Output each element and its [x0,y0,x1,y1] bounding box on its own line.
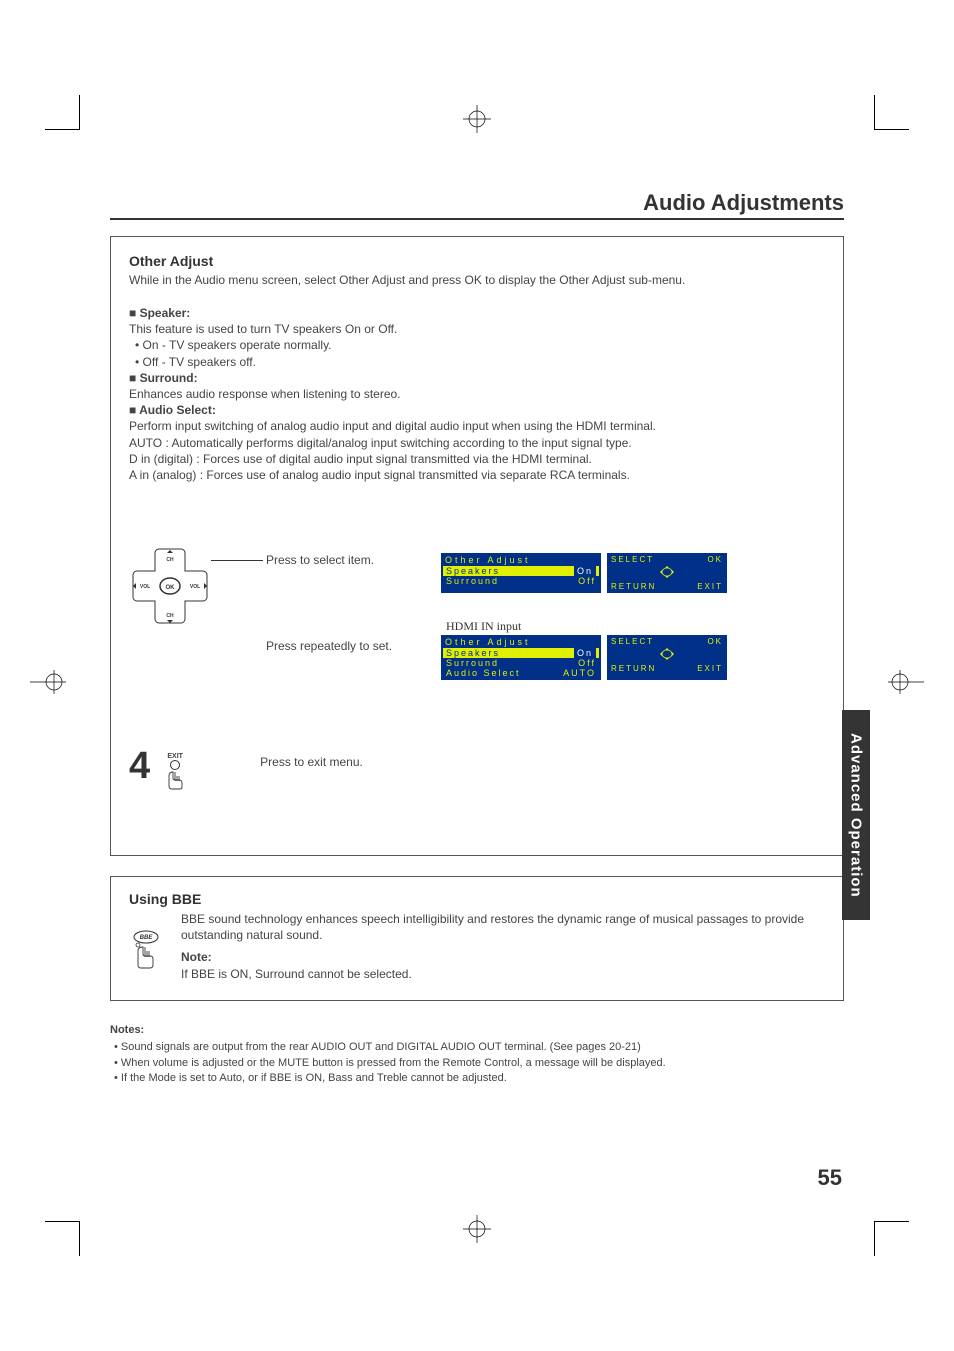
bbe-button-icon: BBE [129,929,163,982]
using-bbe-heading: Using BBE [129,891,825,907]
audio-select-line2: AUTO : Automatically performs digital/an… [129,435,825,451]
footer-note-2: When volume is adjusted or the MUTE butt… [110,1056,844,1071]
surround-text: Enhances audio response when listening t… [129,386,825,402]
page-title: Audio Adjustments [110,190,844,220]
svg-text:CH: CH [166,557,174,563]
other-adjust-section: Other Adjust While in the Audio menu scr… [110,236,844,856]
step-4-number: 4 [129,747,150,785]
step-4: 4 EXIT Press to exit menu. [129,747,363,790]
step-4-instruction: Press to exit menu. [260,755,363,769]
osd-screenshot-2: Other Adjust SpeakersOn SurroundOff Audi… [441,635,727,680]
osd-screenshot-1: Other Adjust SpeakersOn SurroundOff SELE… [441,553,727,593]
audio-select-line3: D in (digital) : Forces use of digital a… [129,451,825,467]
registration-mark-top [463,105,491,136]
speaker-on-bullet: • On - TV speakers operate normally. [135,337,825,353]
osd-nav-hints-1: SELECTOK RETURNEXIT [607,553,727,593]
osd2-row-audio-select: Audio SelectAUTO [443,668,599,678]
instruction-select-item: Press to select item. [266,553,374,567]
crop-mark-tl [45,95,80,130]
exit-button-label: EXIT [162,753,188,760]
bbe-note-label: Note: [181,949,825,965]
other-adjust-intro: While in the Audio menu screen, select O… [129,273,825,287]
osd2-row-speakers: SpeakersOn [443,648,599,658]
footer-note-1: Sound signals are output from the rear A… [110,1040,844,1055]
svg-text:VOL: VOL [190,584,200,590]
osd-nav-hints-2: SELECTOK RETURNEXIT [607,635,727,680]
svg-text:BBE: BBE [140,935,154,941]
svg-text:OK: OK [166,585,176,591]
crop-mark-bl [45,1221,80,1256]
osd2-row-surround: SurroundOff [443,658,599,668]
remote-dpad-illustration: OK CH CH VOL VOL [129,547,244,627]
bbe-note-text: If BBE is ON, Surround cannot be selecte… [181,966,825,982]
instruction-press-to-set: Press repeatedly to set. [266,639,392,653]
notes-heading: Notes: [110,1023,844,1038]
audio-select-label: ■ Audio Select: [129,403,216,417]
speaker-text: This feature is used to turn TV speakers… [129,321,825,337]
svg-text:CH: CH [166,613,174,619]
crop-mark-tr [874,95,909,130]
footer-note-3: If the Mode is set to Auto, or if BBE is… [110,1071,844,1086]
hdmi-in-label: HDMI IN input [446,619,521,634]
section-tab: Advanced Operation [842,710,870,920]
using-bbe-section: Using BBE BBE BBE sound technology enhan… [110,876,844,1001]
osd1-row-speakers: SpeakersOn [443,566,599,576]
registration-mark-right [888,670,924,697]
speaker-off-bullet: • Off - TV speakers off. [135,354,825,370]
crop-mark-br [874,1221,909,1256]
other-adjust-heading: Other Adjust [129,253,825,269]
bbe-description: BBE sound technology enhances speech int… [181,911,825,943]
footer-notes: Notes: Sound signals are output from the… [110,1023,844,1087]
exit-button-icon [162,760,188,790]
osd1-title: Other Adjust [443,555,599,566]
callout-line [211,560,263,561]
surround-label: ■ Surround: [129,371,198,385]
speaker-label: ■ Speaker: [129,306,190,320]
osd2-title: Other Adjust [443,637,599,648]
osd1-row-surround: SurroundOff [443,576,599,586]
registration-mark-bottom [463,1215,491,1246]
audio-select-line4: A in (analog) : Forces use of analog aud… [129,467,825,483]
svg-text:VOL: VOL [140,584,150,590]
registration-mark-left [30,670,66,697]
page-number: 55 [818,1165,842,1191]
audio-select-line1: Perform input switching of analog audio … [129,418,825,434]
